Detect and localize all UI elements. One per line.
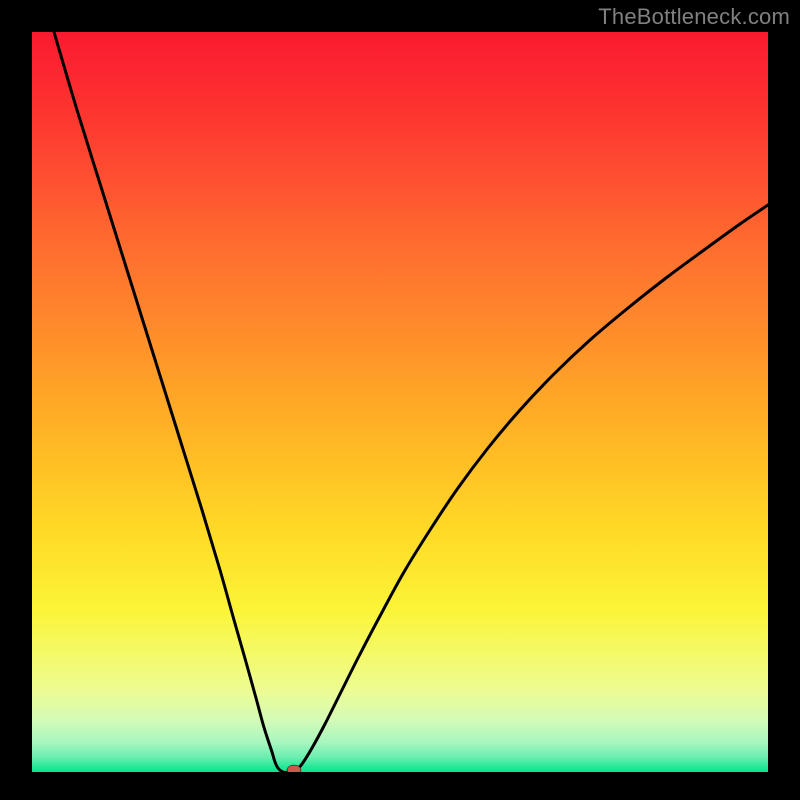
chart-plot-area <box>32 32 768 772</box>
curve-layer <box>32 32 768 772</box>
watermark-text: TheBottleneck.com <box>598 4 790 30</box>
bottleneck-curve <box>54 32 768 772</box>
